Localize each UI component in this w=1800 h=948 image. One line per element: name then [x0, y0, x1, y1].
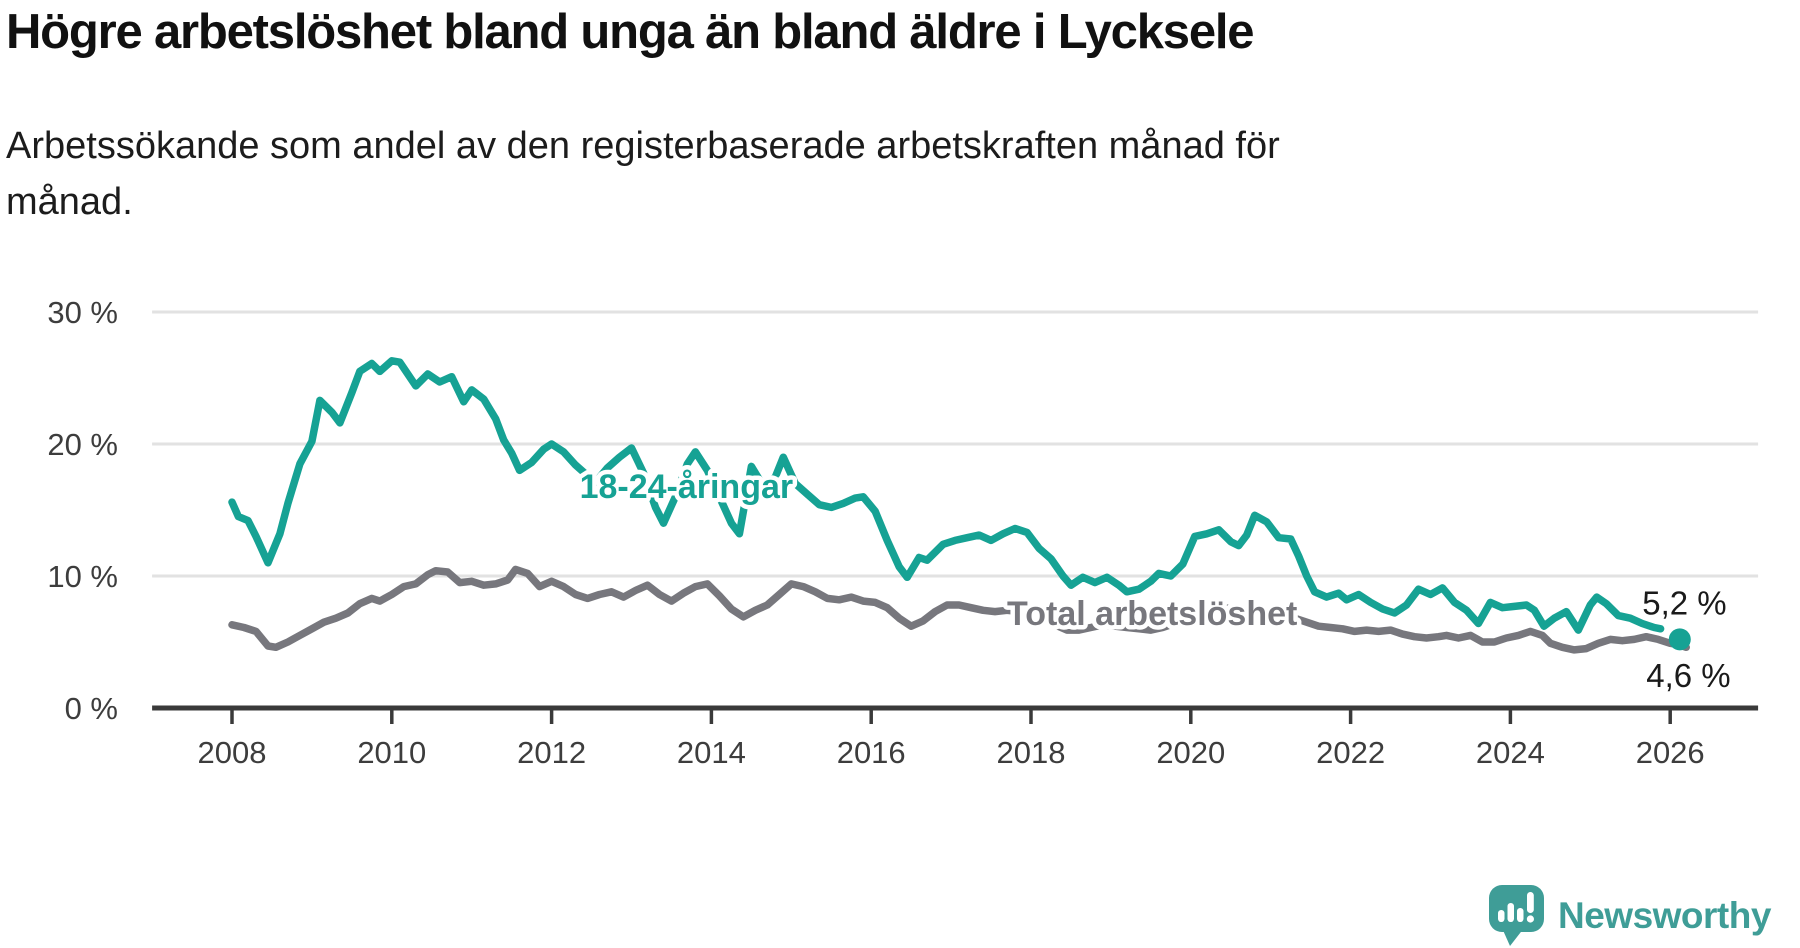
- logo-exclamation-dot: [1526, 915, 1534, 923]
- series-inline-label: Total arbetslöshet: [1007, 595, 1297, 633]
- youth-line: [228, 357, 1665, 634]
- x-axis-label: 2014: [677, 735, 746, 770]
- x-axis-label: 2012: [517, 735, 586, 770]
- x-axis-label: 2016: [837, 735, 906, 770]
- logo-exclamation-bar: [1527, 892, 1534, 913]
- series-inline-label: 18-24-åringar: [580, 468, 794, 506]
- x-axis-label: 2008: [198, 735, 267, 770]
- newsworthy-wordmark: Newsworthy: [1558, 895, 1771, 936]
- x-axis-label: 2022: [1316, 735, 1385, 770]
- total-line: [228, 565, 1690, 654]
- y-axis-label: 20 %: [47, 427, 118, 462]
- subtitle-line-2: månad.: [6, 181, 133, 223]
- end-value-label: 4,6 %: [1646, 657, 1730, 694]
- unemployment-line-chart: 0 % 10 % 20 % 30 % 2008 2010 2012 2014 2016 2018 2…: [47, 295, 1759, 770]
- x-axis-label: 2020: [1156, 735, 1225, 770]
- logo-bar-3: [1517, 908, 1524, 922]
- x-axis-label: 2018: [997, 735, 1066, 770]
- y-axis-label: 0 %: [65, 691, 118, 726]
- end-value-label: 5,2 %: [1642, 584, 1726, 621]
- x-axis-label: 2024: [1476, 735, 1545, 770]
- chart-subtitle: Arbetssökande som andel av den registerb…: [6, 118, 1280, 230]
- logo-bar-1: [1498, 910, 1505, 922]
- footer: Newsworthy: [1488, 884, 1771, 948]
- page-title: Högre arbetslöshet bland unga än bland ä…: [6, 5, 1255, 59]
- subtitle-line-1: Arbetssökande som andel av den registerb…: [6, 125, 1280, 167]
- logo-bubble: [1489, 885, 1544, 932]
- y-axis-label: 30 %: [47, 295, 118, 330]
- logo-bar-2: [1507, 903, 1514, 922]
- x-axis-label: 2010: [357, 735, 426, 770]
- y-axis-label: 10 %: [47, 559, 118, 594]
- newsworthy-logo-icon: [1489, 885, 1544, 946]
- logo-bubble-tail: [1502, 928, 1524, 946]
- latest-point-dot: [1668, 628, 1691, 651]
- x-axis-label: 2026: [1636, 735, 1705, 770]
